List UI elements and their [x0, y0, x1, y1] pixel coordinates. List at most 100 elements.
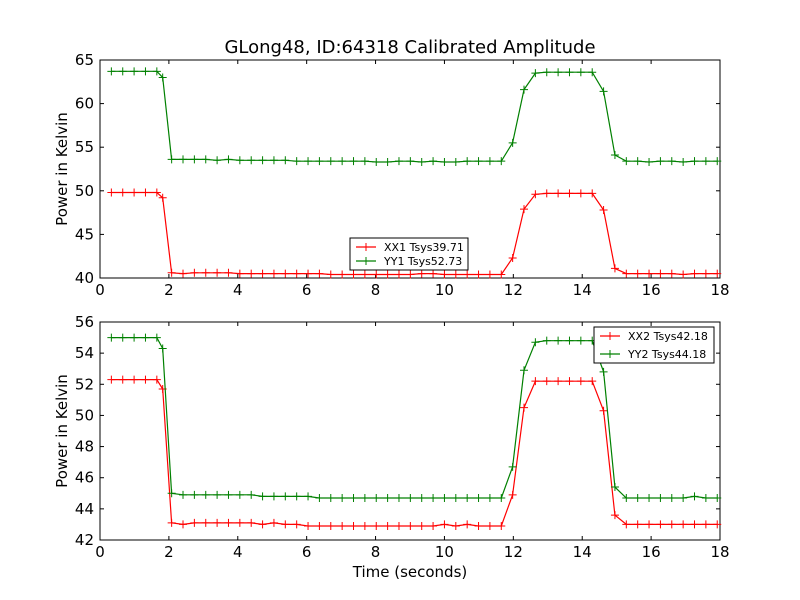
- x-tick-label: 2: [164, 543, 174, 561]
- data-point-marker: [152, 375, 161, 384]
- x-tick-label: 10: [435, 281, 454, 299]
- data-point-marker: [224, 518, 233, 527]
- data-point-marker: [235, 156, 244, 165]
- data-point-marker: [406, 493, 415, 502]
- data-point-marker: [394, 270, 403, 279]
- data-point-marker: [713, 520, 722, 529]
- data-point-marker: [349, 493, 358, 502]
- data-point-marker: [667, 520, 676, 529]
- data-point-marker: [394, 493, 403, 502]
- top-subplot: 0 2 4 6 8 10 12 14 16 18 40 45 50 55 60 65 Power in Kelv…: [53, 51, 730, 299]
- data-point-marker: [213, 490, 222, 499]
- data-point-marker: [599, 406, 608, 415]
- data-point-marker: [690, 157, 699, 166]
- data-point-marker: [599, 367, 608, 376]
- x-tick-label: 16: [642, 281, 661, 299]
- data-point-marker: [247, 269, 256, 278]
- data-point-marker: [417, 521, 426, 530]
- data-point-marker: [440, 158, 449, 167]
- data-point-marker: [383, 493, 392, 502]
- data-point-marker: [588, 377, 597, 386]
- series-line-2: [111, 70, 718, 163]
- data-point-marker: [531, 377, 540, 386]
- data-point-marker: [645, 520, 654, 529]
- data-point-marker: [429, 269, 438, 278]
- data-point-marker: [118, 333, 127, 342]
- data-point-marker: [338, 521, 347, 530]
- data-point-marker: [224, 490, 233, 499]
- data-point-marker: [565, 377, 574, 386]
- data-point-marker: [713, 157, 722, 166]
- data-point-marker: [360, 270, 369, 279]
- data-point-marker: [258, 156, 267, 165]
- data-point-marker: [429, 521, 438, 530]
- data-point-marker: [667, 493, 676, 502]
- data-point-marker: [281, 269, 290, 278]
- data-point-marker: [679, 520, 688, 529]
- data-point-marker: [440, 520, 449, 529]
- y-axis-label: Power in Kelvin: [53, 374, 71, 488]
- data-point-marker: [247, 490, 256, 499]
- data-point-marker: [417, 158, 426, 167]
- data-point-marker: [645, 158, 654, 167]
- data-point-marker: [508, 462, 517, 471]
- data-point-marker: [130, 67, 139, 76]
- x-tick-label: 14: [573, 281, 592, 299]
- data-point-marker: [497, 521, 506, 530]
- data-point-marker: [690, 520, 699, 529]
- data-point-marker: [554, 377, 563, 386]
- data-point-marker: [118, 375, 127, 384]
- data-point-marker: [542, 336, 551, 345]
- data-point-marker: [372, 270, 381, 279]
- data-point-marker: [247, 518, 256, 527]
- y-tick-label: 40: [75, 269, 94, 287]
- data-point-marker: [141, 188, 150, 197]
- data-point-marker: [152, 333, 161, 342]
- data-point-marker: [656, 520, 665, 529]
- data-point-marker: [360, 157, 369, 166]
- data-point-marker: [349, 521, 358, 530]
- data-point-marker: [269, 492, 278, 501]
- x-tick-label: 8: [371, 543, 381, 561]
- data-point-marker: [304, 521, 313, 530]
- y-tick-label: 50: [75, 406, 94, 424]
- figure-title: GLong48, ID:64318 Calibrated Amplitude: [224, 37, 595, 58]
- data-point-marker: [542, 189, 551, 198]
- y-tick-label: 54: [75, 344, 94, 362]
- data-point-marker: [531, 190, 540, 199]
- data-point-marker: [610, 264, 619, 273]
- x-tick-label: 6: [302, 543, 312, 561]
- y-tick-label: 65: [75, 51, 94, 69]
- data-point-marker: [269, 518, 278, 527]
- data-point-marker: [179, 155, 188, 164]
- data-point-marker: [326, 270, 335, 279]
- data-point-marker: [701, 493, 710, 502]
- y-tick-label: 48: [75, 438, 94, 456]
- data-point-marker: [201, 490, 210, 499]
- data-point-marker: [179, 269, 188, 278]
- data-point-marker: [610, 483, 619, 492]
- x-tick-label: 12: [504, 281, 523, 299]
- data-point-marker: [326, 521, 335, 530]
- data-point-marker: [633, 157, 642, 166]
- x-tick-label: 2: [164, 281, 174, 299]
- data-point-marker: [622, 269, 631, 278]
- data-point-marker: [554, 189, 563, 198]
- data-point-marker: [554, 336, 563, 345]
- data-point-marker: [713, 493, 722, 502]
- data-point-marker: [179, 490, 188, 499]
- legend-swatch-marker: [362, 243, 370, 251]
- data-point-marker: [542, 68, 551, 77]
- data-point-marker: [224, 268, 233, 277]
- data-point-marker: [497, 270, 506, 279]
- y-tick-label: 52: [75, 375, 94, 393]
- data-point-marker: [474, 493, 483, 502]
- data-point-marker: [497, 157, 506, 166]
- data-point-marker: [520, 85, 529, 94]
- data-point-marker: [130, 333, 139, 342]
- x-tick-label: 12: [504, 543, 523, 561]
- data-point-marker: [190, 155, 199, 164]
- data-point-marker: [338, 493, 347, 502]
- data-point-marker: [167, 268, 176, 277]
